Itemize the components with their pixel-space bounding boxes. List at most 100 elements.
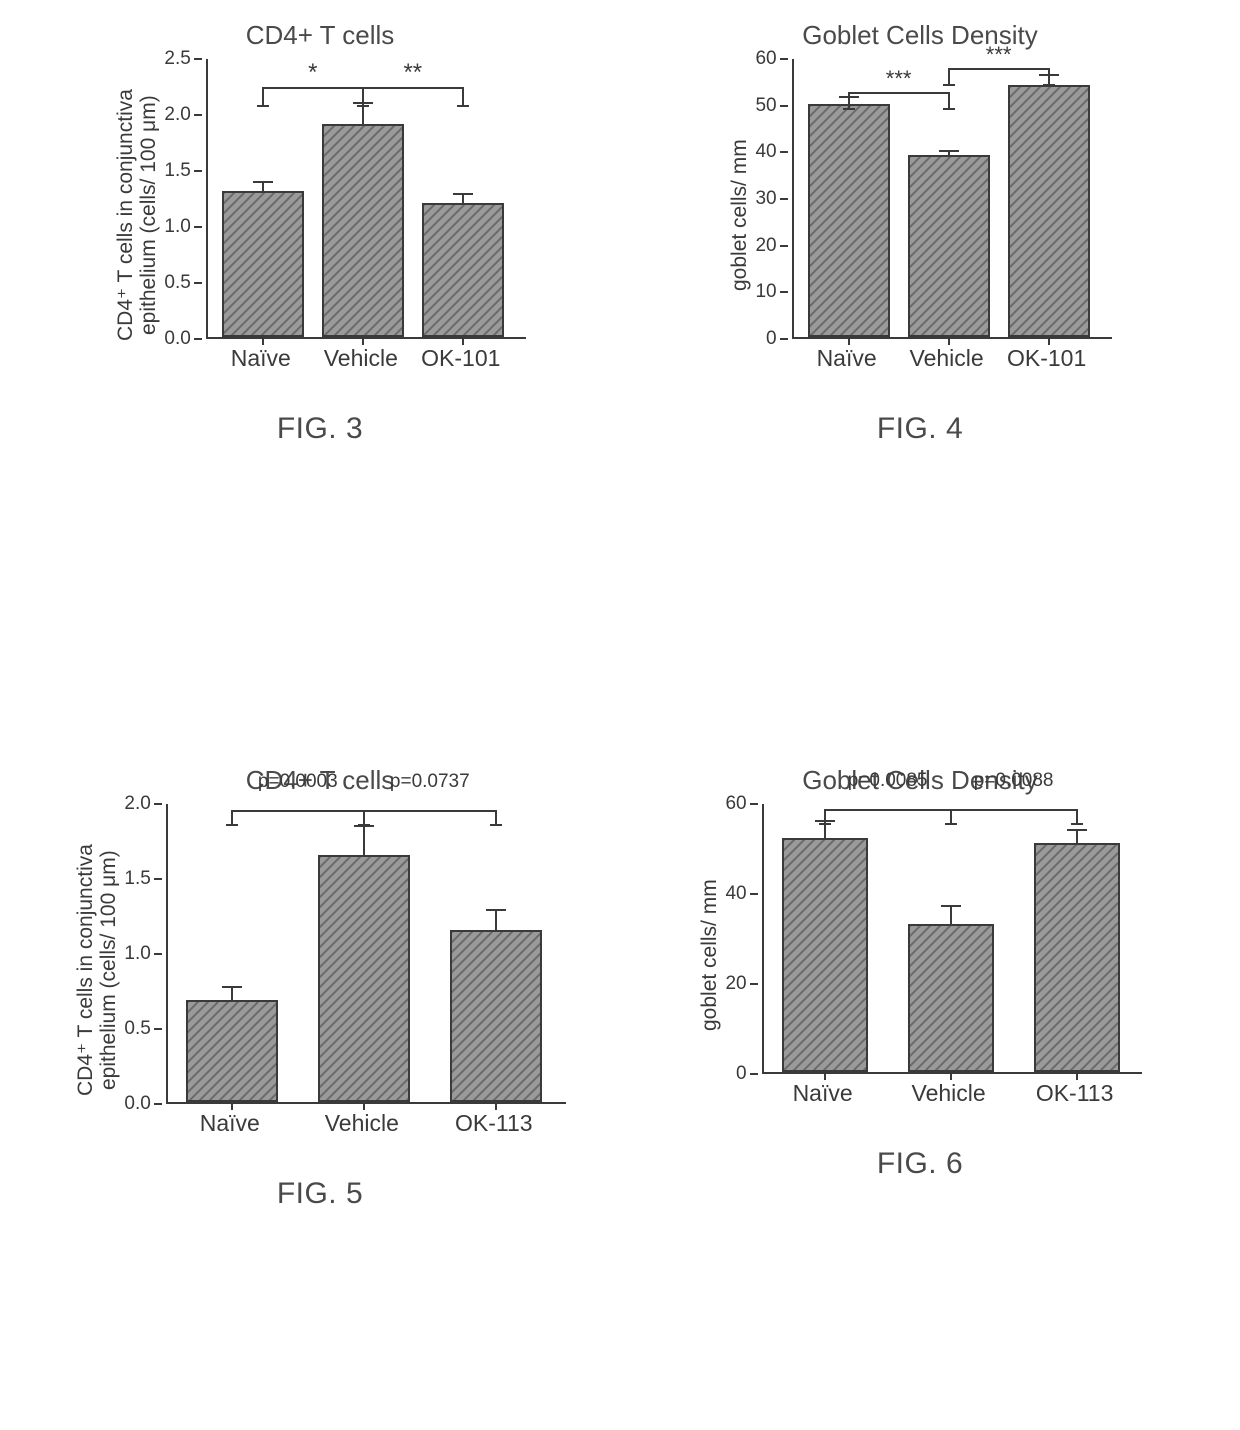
- ylabel-line1: CD4⁺ T cells in conjunctiva: [74, 845, 97, 1097]
- y-axis-ticks: 6050403020100: [755, 59, 791, 339]
- figure-caption: FIG. 3: [277, 412, 363, 446]
- significance-bracket-drop: [262, 87, 264, 105]
- error-bar: [950, 905, 952, 925]
- significance-bracket: [232, 810, 364, 812]
- chart-title: CD4+ T cells: [246, 20, 395, 51]
- x-axis-labels: NaïveVehicleOK-113: [762, 1080, 1142, 1107]
- x-tick: [495, 1102, 497, 1110]
- error-bar: [363, 825, 365, 857]
- significance-bracket-cap: [943, 108, 955, 110]
- bar: [908, 155, 990, 337]
- bar: [908, 924, 994, 1073]
- significance-bracket-cap: [490, 824, 502, 826]
- x-axis-label: Naïve: [164, 1110, 296, 1137]
- chart-area: CD4⁺ T cells in conjunctiva epithelium (…: [74, 804, 566, 1137]
- error-cap: [1067, 829, 1087, 831]
- significance-bracket-cap: [1043, 84, 1055, 86]
- significance-bracket-drop: [848, 92, 850, 108]
- figure-grid: CD4+ T cells CD4⁺ T cells in conjunctiva…: [0, 0, 1240, 1430]
- plot-region: ******: [792, 59, 1112, 339]
- x-axis-labels: NaïveVehicleOK-113: [166, 1110, 566, 1137]
- significance-bracket-drop: [950, 809, 952, 823]
- error-cap: [453, 193, 473, 195]
- significance-bracket-drop: [462, 87, 464, 105]
- figure-caption: FIG. 4: [877, 412, 963, 446]
- panel-fig5: CD4+ T cells CD4⁺ T cells in conjunctiva…: [30, 765, 610, 1390]
- ylabel-line2: epithelium (cells/ 100 μm): [137, 96, 160, 336]
- significance-bracket: [825, 809, 951, 811]
- figure-caption: FIG. 5: [277, 1177, 363, 1211]
- significance-bracket: [849, 92, 949, 94]
- significance-label: **: [403, 59, 422, 87]
- error-bar: [495, 909, 497, 932]
- y-axis-label: CD4⁺ T cells in conjunctiva epithelium (…: [114, 59, 160, 372]
- significance-bracket-drop: [948, 92, 950, 108]
- x-tick: [824, 1072, 826, 1080]
- bar: [1008, 85, 1090, 337]
- error-cap: [253, 181, 273, 183]
- significance-bracket-cap: [358, 824, 370, 826]
- error-bar: [1076, 829, 1078, 845]
- bar: [808, 104, 890, 337]
- significance-bracket-cap: [943, 84, 955, 86]
- bar: [186, 1000, 278, 1102]
- significance-bracket: [364, 810, 496, 812]
- x-axis-label: Naïve: [760, 1080, 886, 1107]
- bar: [422, 203, 504, 337]
- bar: [322, 124, 404, 337]
- significance-bracket-drop: [824, 809, 826, 823]
- chart-area: goblet cells/ mm 6040200 p=0.0085p=0.008…: [698, 804, 1141, 1107]
- significance-bracket-cap: [357, 105, 369, 107]
- bar: [450, 930, 542, 1103]
- x-axis-label: Vehicle: [886, 1080, 1012, 1107]
- bar: [222, 191, 304, 337]
- significance-bracket-drop: [363, 810, 365, 824]
- significance-bracket-drop: [231, 810, 233, 824]
- bar: [782, 838, 868, 1072]
- y-axis-label: goblet cells/ mm: [728, 59, 751, 372]
- x-axis-label: OK-101: [997, 345, 1097, 372]
- x-tick: [363, 1102, 365, 1110]
- x-tick: [1076, 1072, 1078, 1080]
- significance-bracket-cap: [257, 105, 269, 107]
- x-axis-label: Vehicle: [897, 345, 997, 372]
- x-axis-labels: NaïveVehicleOK-101: [792, 345, 1112, 372]
- x-axis-label: Vehicle: [296, 1110, 428, 1137]
- error-cap: [486, 909, 506, 911]
- significance-label: *: [308, 59, 317, 87]
- bar: [318, 855, 410, 1103]
- significance-label: p=0.0003: [258, 771, 338, 793]
- x-tick: [1048, 337, 1050, 345]
- ylabel-line1: goblet cells/ mm: [728, 140, 751, 292]
- error-cap: [222, 986, 242, 988]
- error-cap: [939, 150, 959, 152]
- x-tick: [948, 337, 950, 345]
- significance-bracket-cap: [843, 108, 855, 110]
- plot-region: ***: [206, 59, 526, 339]
- bar: [1034, 843, 1120, 1073]
- error-bar: [231, 986, 233, 1003]
- x-tick: [848, 337, 850, 345]
- significance-bracket-drop: [948, 68, 950, 84]
- significance-bracket: [949, 68, 1049, 70]
- x-tick: [462, 337, 464, 345]
- x-tick: [362, 337, 364, 345]
- significance-bracket-drop: [1048, 68, 1050, 84]
- x-axis-label: Naïve: [797, 345, 897, 372]
- significance-bracket-cap: [819, 823, 831, 825]
- significance-bracket-cap: [226, 824, 238, 826]
- y-axis-label: goblet cells/ mm: [698, 804, 721, 1107]
- y-axis-ticks: 6040200: [725, 804, 761, 1074]
- x-tick: [950, 1072, 952, 1080]
- significance-bracket-drop: [1076, 809, 1078, 823]
- significance-label: ***: [986, 42, 1012, 68]
- significance-bracket-drop: [495, 810, 497, 824]
- error-cap: [941, 905, 961, 907]
- y-axis-ticks: 2.52.01.51.00.50.0: [164, 59, 205, 339]
- significance-label: p=0.0737: [390, 771, 470, 793]
- ylabel-line1: goblet cells/ mm: [698, 880, 721, 1032]
- figure-caption: FIG. 6: [877, 1147, 963, 1181]
- significance-label: ***: [886, 66, 912, 92]
- significance-bracket: [363, 87, 463, 89]
- significance-bracket-cap: [1071, 823, 1083, 825]
